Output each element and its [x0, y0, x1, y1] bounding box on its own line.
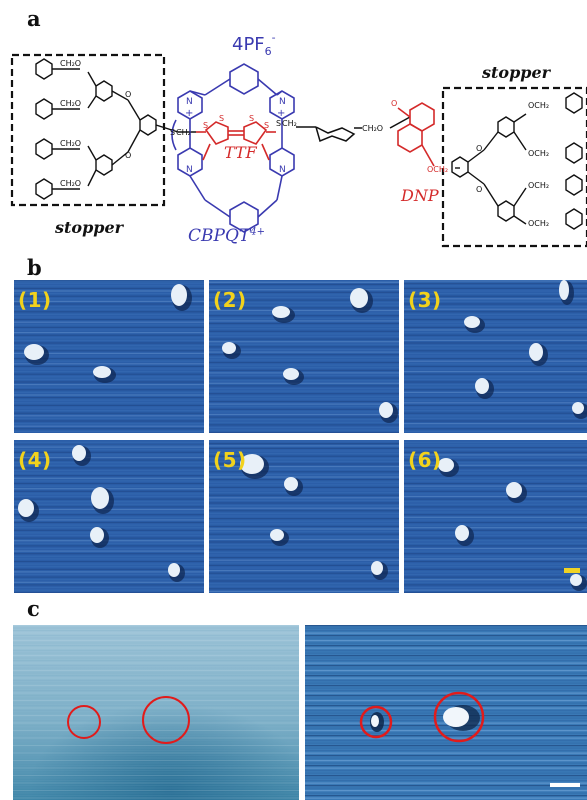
svg-text:CH₂: CH₂ [282, 119, 297, 128]
afm-frame-label: (3) [408, 288, 442, 312]
benzene-ring [35, 138, 53, 160]
svg-text:O: O [125, 90, 131, 99]
rotaxane-structure-diagram: CH₂O CH₂O CH₂O CH₂O O O 4PF6- [10, 31, 587, 248]
svg-text:O: O [125, 151, 131, 160]
afm-frame-label: (4) [18, 448, 52, 472]
dnp-unit [397, 102, 435, 167]
afm-frame-label: (1) [18, 288, 52, 312]
highlight-circle [359, 705, 393, 739]
svg-text:CH₂O: CH₂O [60, 179, 81, 188]
right-stopper-label: stopper [482, 63, 551, 82]
svg-text:O: O [391, 99, 397, 108]
svg-text:N: N [279, 165, 286, 175]
left-stopper-label: stopper [55, 218, 124, 237]
afm-frame-3: (3) [404, 280, 587, 433]
svg-text:N: N [186, 165, 193, 175]
svg-text:CH₂O: CH₂O [60, 99, 81, 108]
afm-frame-label: (6) [408, 448, 442, 472]
dnp-label: DNP [400, 186, 439, 205]
cbpqt-label-text: CBPQT [188, 226, 251, 246]
cbpqt-ring [171, 63, 295, 233]
svg-text:N: N [186, 97, 193, 107]
ttf-unit [196, 121, 276, 161]
benzene-ring [451, 156, 469, 178]
benzene-ring [35, 58, 53, 80]
svg-text:OCH₂: OCH₂ [427, 165, 448, 174]
left-stopper-box [10, 53, 166, 207]
svg-text:S: S [276, 119, 281, 128]
panel-label-c: c [27, 596, 40, 621]
benzene-ring [565, 92, 583, 114]
afm-frame-6: (6) [404, 440, 587, 593]
svg-text:N: N [279, 97, 286, 107]
svg-text:S: S [203, 121, 208, 130]
svg-text:S: S [249, 114, 254, 123]
afm-frame-label: (2) [213, 288, 247, 312]
highlight-circle [433, 691, 485, 743]
panel-label-a: a [27, 6, 41, 31]
svg-text:S: S [264, 121, 269, 130]
ttf-label: TTF [224, 143, 258, 162]
benzene-ring [497, 116, 515, 138]
svg-text:O: O [476, 185, 482, 194]
svg-text:O: O [476, 144, 482, 153]
cbpqt-label: CBPQT4+ [188, 226, 265, 246]
counter-ion-label: 4PF6- [232, 31, 276, 58]
svg-text:OCH₂: OCH₂ [528, 181, 549, 190]
svg-text:CH₂O: CH₂O [362, 124, 383, 133]
benzene-ring [139, 114, 157, 136]
afm-frame-2: (2) [209, 280, 399, 433]
highlight-circle [67, 705, 101, 739]
svg-text:+: + [277, 108, 285, 119]
benzene-ring [565, 142, 583, 164]
panel-label-b: b [27, 255, 42, 280]
scale-bar [564, 568, 580, 573]
svg-text:CH₂O: CH₂O [60, 139, 81, 148]
cbpqt-label-charge: 4+ [250, 226, 265, 238]
afm-image-c-left [13, 625, 299, 800]
benzene-ring [565, 174, 583, 196]
right-stopper-box [441, 86, 587, 248]
svg-text:S: S [170, 128, 175, 137]
svg-text:+: + [185, 108, 193, 119]
benzene-ring [95, 80, 113, 102]
svg-text:OCH₂: OCH₂ [528, 149, 549, 158]
svg-text:CH₂: CH₂ [176, 128, 191, 137]
afm-frame-4: (4) [14, 440, 204, 593]
svg-text:OCH₂: OCH₂ [528, 219, 549, 228]
benzene-ring [497, 200, 515, 222]
afm-frame-1: (1) [14, 280, 204, 433]
benzene-ring [35, 178, 53, 200]
benzene-ring [35, 98, 53, 120]
benzene-ring [565, 208, 583, 230]
highlight-circle [142, 696, 190, 744]
benzene-ring [95, 154, 113, 176]
afm-frame-5: (5) [209, 440, 399, 593]
svg-text:OCH₂: OCH₂ [528, 101, 549, 110]
svg-text:CH₂O: CH₂O [60, 59, 81, 68]
afm-image-c-right [305, 625, 587, 800]
svg-text:S: S [219, 114, 224, 123]
scale-bar [550, 783, 580, 787]
afm-frame-label: (5) [213, 448, 247, 472]
